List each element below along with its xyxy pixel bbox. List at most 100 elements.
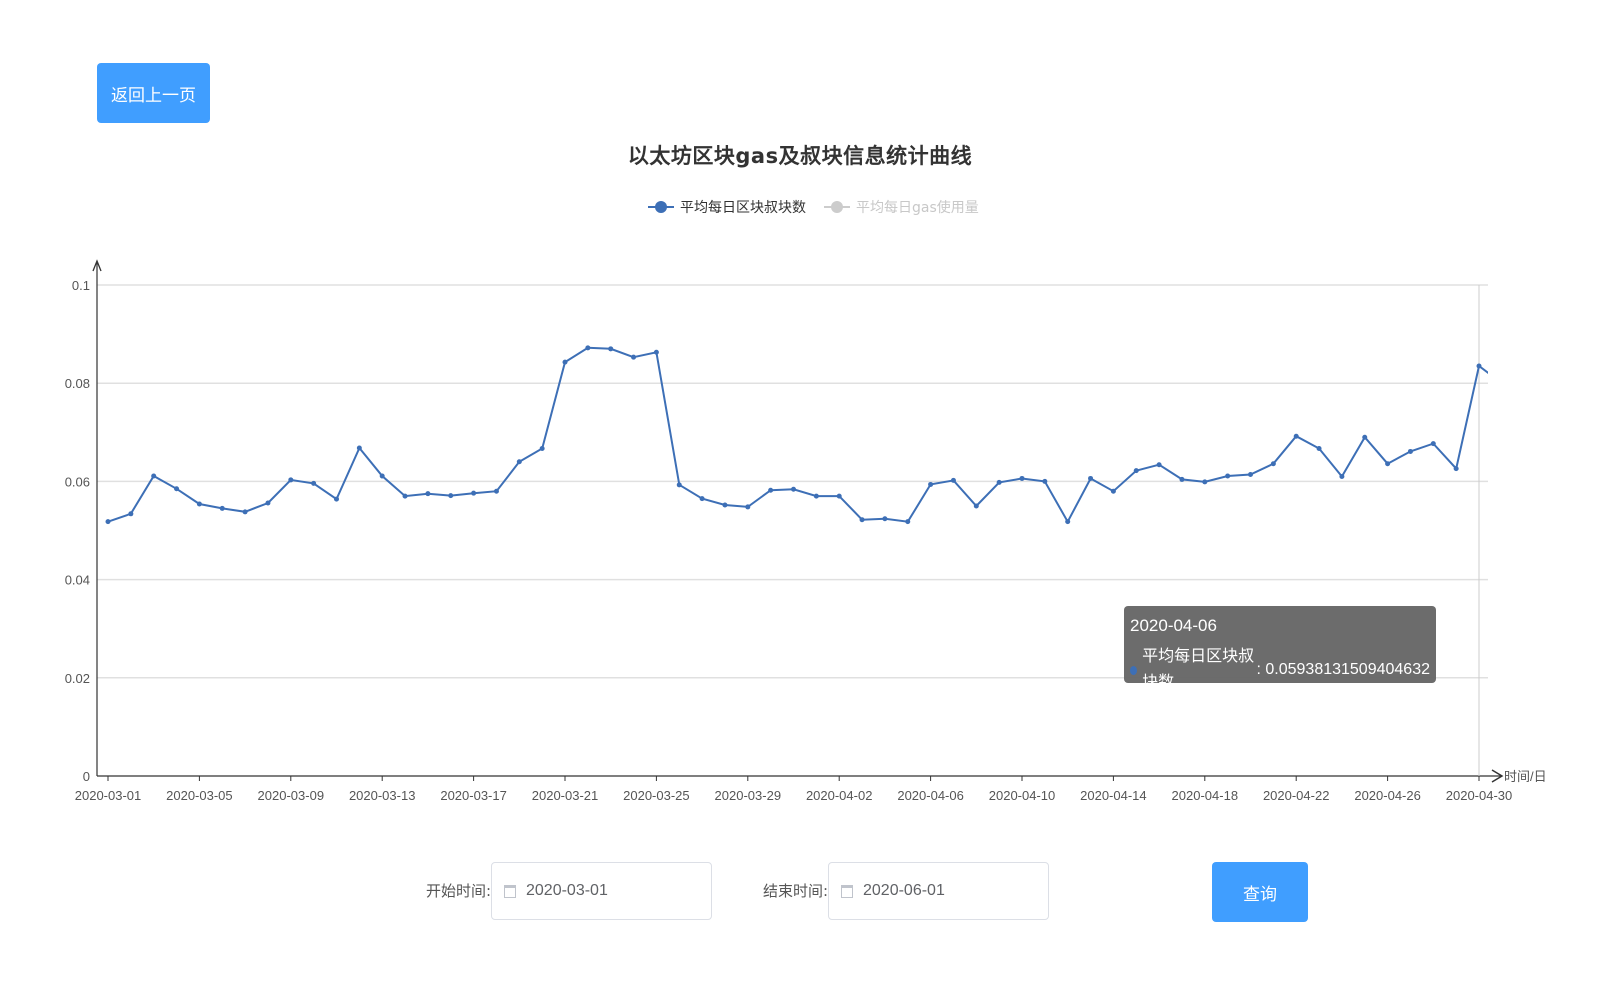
y-tick-label: 0.1 — [72, 278, 90, 293]
y-tick-label: 0.08 — [65, 376, 90, 391]
data-point — [1019, 475, 1025, 481]
data-point — [448, 493, 454, 499]
y-axis-arrow-icon — [92, 259, 102, 272]
series-points — [105, 345, 1504, 525]
x-tick-label: 2020-03-09 — [258, 788, 325, 803]
data-point — [196, 501, 202, 507]
data-point — [928, 481, 934, 487]
data-point — [471, 490, 477, 496]
grid-lines — [97, 284, 1488, 679]
y-tick-label: 0.02 — [65, 671, 90, 686]
data-point — [288, 477, 294, 483]
chart-title: 以太坊区块gas及叔块信息统计曲线 — [627, 144, 973, 168]
data-point — [1202, 479, 1208, 485]
line-chart: 0 0.02 0.04 0.06 0.08 0.1 2020-03-01 2020-03-0… — [65, 259, 1547, 803]
data-point — [379, 473, 385, 479]
tooltip-date: 2020-04-06 — [1130, 616, 1217, 635]
data-point — [996, 479, 1002, 485]
data-point — [219, 505, 225, 511]
data-point — [334, 496, 339, 502]
data-point — [1407, 448, 1413, 454]
y-tick-label: 0.06 — [65, 474, 90, 489]
x-tick-label: 2020-04-14 — [1080, 788, 1147, 803]
x-tick-label: 2020-04-02 — [806, 788, 873, 803]
data-point — [1225, 473, 1231, 479]
x-tick-label: 2020-03-17 — [440, 788, 507, 803]
data-point — [242, 509, 248, 515]
legend-item-gas-usage[interactable]: 平均每日gas使用量 — [824, 197, 979, 217]
axes — [92, 259, 1504, 783]
tooltip-separator: : — [1256, 661, 1266, 678]
data-point — [1316, 446, 1322, 452]
data-point — [356, 445, 362, 451]
query-button[interactable]: 查询 — [1212, 862, 1308, 922]
y-tick-label: 0.04 — [65, 573, 90, 588]
data-point — [1339, 473, 1345, 479]
x-tick-label: 2020-03-13 — [349, 788, 416, 803]
data-point — [1385, 461, 1391, 467]
data-point — [950, 477, 956, 483]
data-point — [174, 486, 180, 492]
data-point — [1133, 468, 1139, 474]
data-point — [585, 345, 591, 351]
data-point — [493, 488, 499, 494]
x-tick-label: 2020-04-10 — [989, 788, 1056, 803]
data-point — [1065, 519, 1071, 525]
start-date-picker[interactable] — [491, 862, 712, 920]
x-axis-label: 时间/日 — [1504, 769, 1547, 784]
y-tick-labels: 0 0.02 0.04 0.06 0.08 0.1 — [65, 278, 90, 784]
data-point — [1293, 433, 1299, 439]
data-point — [905, 519, 911, 525]
back-button[interactable]: 返回上一页 — [97, 63, 210, 123]
x-tick-label: 2020-04-22 — [1263, 788, 1330, 803]
data-point — [882, 516, 888, 522]
data-point — [699, 496, 705, 502]
data-point — [676, 482, 682, 488]
data-point — [151, 473, 157, 479]
data-point — [1430, 441, 1436, 447]
x-tick-label: 2020-03-29 — [715, 788, 782, 803]
legend-line-dot-icon — [824, 200, 850, 214]
data-point — [1499, 381, 1504, 386]
data-point — [859, 517, 865, 523]
chart-tooltip: 2020-04-06 平均每日区块叔块数: 0.0593813150940463… — [1124, 606, 1436, 691]
data-point — [105, 519, 111, 525]
data-point — [265, 500, 271, 506]
data-point — [631, 354, 637, 360]
legend-item-uncle-blocks[interactable]: 平均每日区块叔块数 — [648, 197, 806, 217]
y-tick-label: 0 — [83, 769, 90, 784]
end-time-label: 结束时间: — [763, 882, 829, 900]
x-tick-label: 2020-04-18 — [1172, 788, 1239, 803]
data-point — [1042, 478, 1048, 484]
data-point — [402, 493, 408, 499]
data-point — [653, 349, 659, 355]
data-point — [1362, 434, 1368, 440]
data-point — [813, 493, 819, 499]
legend-line-dot-icon — [648, 200, 674, 214]
data-point — [311, 480, 317, 486]
end-date-input[interactable] — [861, 881, 1035, 901]
data-point — [1248, 472, 1253, 478]
data-point — [1179, 476, 1185, 482]
data-point — [539, 446, 545, 452]
tooltip-series-name: 平均每日区块叔块数 — [1142, 648, 1255, 691]
start-time-label: 开始时间: — [426, 882, 492, 900]
data-point — [1110, 488, 1116, 494]
data-point — [562, 359, 568, 365]
data-point — [128, 511, 134, 517]
x-tick-label: 2020-03-01 — [75, 788, 142, 803]
x-tick-label: 2020-03-25 — [623, 788, 690, 803]
calendar-icon — [504, 884, 516, 898]
chart-legend: 平均每日区块叔块数 平均每日gas使用量 — [648, 196, 997, 218]
x-tick-labels: 2020-03-01 2020-03-05 2020-03-09 2020-03-13… — [75, 776, 1512, 803]
data-point — [1476, 363, 1482, 369]
data-point — [836, 493, 842, 499]
tooltip-row: 平均每日区块叔块数: 0.05938131509404632 — [1130, 644, 1430, 696]
end-date-picker[interactable] — [828, 862, 1049, 920]
data-point — [722, 502, 728, 508]
legend-label: 平均每日gas使用量 — [856, 200, 979, 216]
start-date-input[interactable] — [524, 881, 698, 901]
x-axis-arrow-icon — [1491, 769, 1504, 783]
series-line-uncle-blocks — [107, 346, 1488, 524]
calendar-icon — [841, 884, 853, 898]
